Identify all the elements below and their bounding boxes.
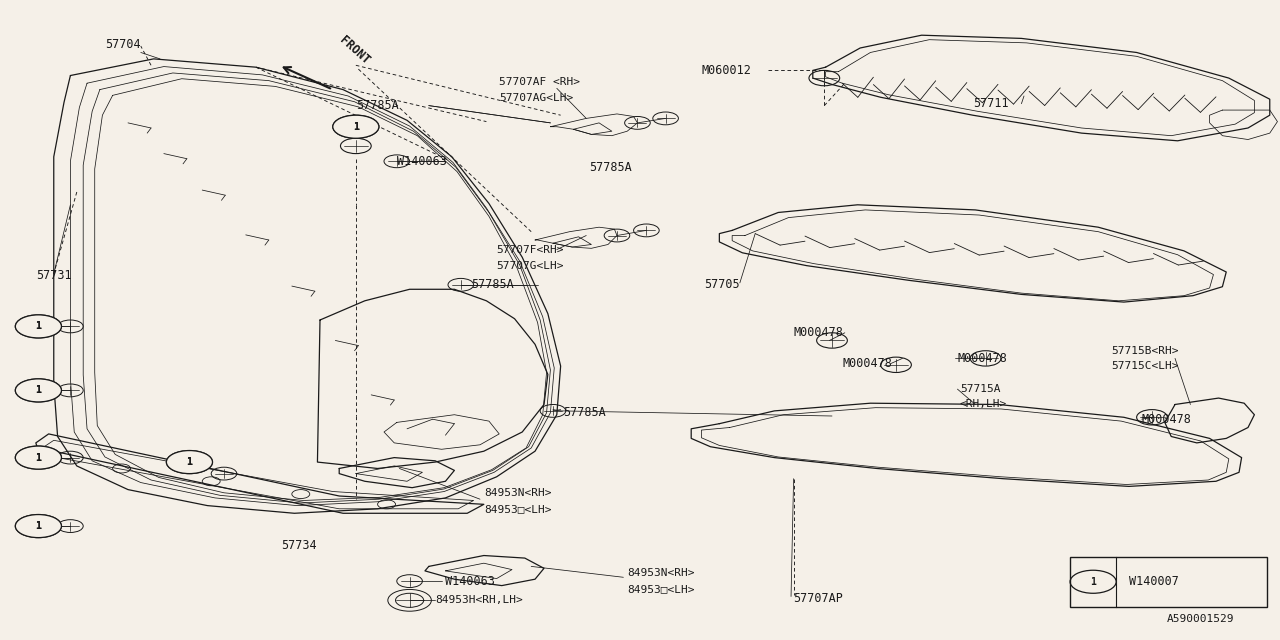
Circle shape: [15, 446, 61, 469]
Text: M000478: M000478: [957, 352, 1007, 365]
Text: 1: 1: [36, 385, 41, 396]
Text: W140063: W140063: [397, 155, 447, 168]
Text: 57707AG<LH>: 57707AG<LH>: [499, 93, 573, 103]
Circle shape: [166, 451, 212, 474]
Text: 57707F<RH>: 57707F<RH>: [497, 244, 564, 255]
Text: 1: 1: [36, 452, 41, 463]
Circle shape: [166, 451, 212, 474]
Text: A590001529: A590001529: [1167, 614, 1234, 624]
Text: 1: 1: [36, 321, 41, 332]
Text: M060012: M060012: [701, 64, 751, 77]
Text: 57707G<LH>: 57707G<LH>: [497, 260, 564, 271]
Text: 84953H<RH,LH>: 84953H<RH,LH>: [435, 595, 524, 605]
Circle shape: [15, 379, 61, 402]
Text: 57785A: 57785A: [563, 406, 605, 419]
Text: M000478: M000478: [1142, 413, 1192, 426]
Text: <RH,LH>: <RH,LH>: [960, 399, 1007, 410]
Text: M000478: M000478: [794, 326, 844, 339]
Text: 1: 1: [353, 122, 358, 132]
Text: 1: 1: [187, 457, 192, 467]
Text: 57711: 57711: [973, 97, 1009, 110]
Bar: [1070, 557, 1267, 607]
Text: 1: 1: [36, 321, 41, 332]
Text: 1: 1: [36, 452, 41, 463]
Circle shape: [15, 515, 61, 538]
Circle shape: [1070, 570, 1116, 593]
Text: 57734: 57734: [282, 539, 317, 552]
Circle shape: [15, 515, 61, 538]
Text: 57715C<LH>: 57715C<LH>: [1111, 361, 1179, 371]
Text: 57707AF <RH>: 57707AF <RH>: [499, 77, 580, 87]
Text: 57785A: 57785A: [356, 99, 398, 112]
Text: 57785A: 57785A: [471, 278, 513, 291]
Text: W140063: W140063: [445, 575, 495, 588]
Text: 57704: 57704: [105, 38, 141, 51]
Text: 57731: 57731: [36, 269, 72, 282]
Text: 1: 1: [1091, 577, 1096, 587]
Text: 57707AP: 57707AP: [794, 592, 844, 605]
Text: FRONT: FRONT: [337, 34, 371, 67]
Circle shape: [333, 115, 379, 138]
Text: 1: 1: [187, 457, 192, 467]
Text: 1: 1: [36, 521, 41, 531]
Text: 1: 1: [353, 122, 358, 132]
Circle shape: [15, 379, 61, 402]
Text: M000478: M000478: [842, 357, 892, 370]
Circle shape: [15, 315, 61, 338]
Circle shape: [15, 446, 61, 469]
Text: 57715B<RH>: 57715B<RH>: [1111, 346, 1179, 356]
Text: 57715A: 57715A: [960, 384, 1001, 394]
Text: 84953□<LH>: 84953□<LH>: [627, 584, 695, 594]
Text: 84953□<LH>: 84953□<LH>: [484, 504, 552, 514]
Text: 84953N<RH>: 84953N<RH>: [627, 568, 695, 578]
Text: 57785A: 57785A: [589, 161, 631, 174]
Text: 84953N<RH>: 84953N<RH>: [484, 488, 552, 498]
Text: W140007: W140007: [1129, 575, 1179, 588]
Circle shape: [15, 315, 61, 338]
Text: 57705: 57705: [704, 278, 740, 291]
Text: 1: 1: [36, 385, 41, 396]
Circle shape: [333, 115, 379, 138]
Text: 1: 1: [36, 521, 41, 531]
